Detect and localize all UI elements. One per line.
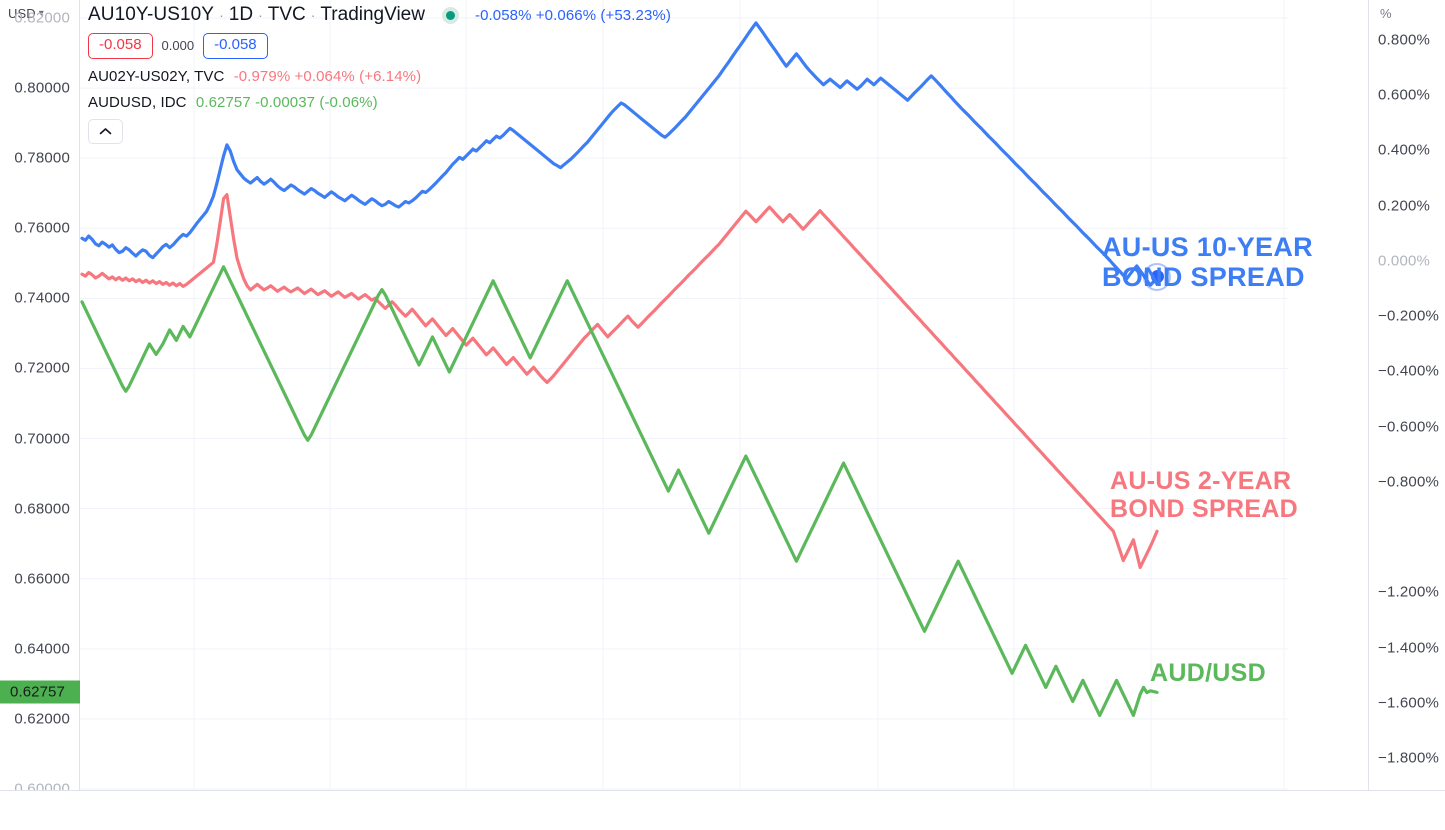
percent-tick-0.200%: 0.200%	[1378, 197, 1431, 215]
legend-ohlc-row: -0.058 0.000 -0.058	[88, 33, 671, 59]
ohlc-open-value: -0.058	[88, 33, 153, 59]
legend-separator-3: ·	[310, 7, 316, 23]
chart-legend: AU10Y-US10Y · 1D · TVC · TradingView -0.…	[88, 4, 671, 144]
percent-axis-right[interactable]: % 0.800% 0.600% 0.400% 0.200% 0.000% −0.200% −…	[1368, 0, 1445, 790]
price-tick-0.76000: 0.76000	[14, 219, 70, 237]
annotation-2y-spread: AU-US 2-YEAR BOND SPREAD	[1110, 467, 1299, 523]
percent-tick--0.200%: −0.200%	[1378, 307, 1440, 325]
percent-tick--0.600%: −0.600%	[1378, 418, 1440, 436]
currency-label: USD	[8, 6, 36, 21]
marker-halo-icon	[1143, 262, 1171, 291]
legend-primary-row[interactable]: AU10Y-US10Y · 1D · TVC · TradingView -0.…	[88, 4, 671, 26]
annotation-audusd: AUD/USD	[1150, 659, 1266, 687]
price-tick-0.80000: 0.80000	[14, 79, 70, 97]
market-status-dot-icon[interactable]	[441, 6, 459, 24]
percent-tick--0.400%: −0.400%	[1378, 362, 1440, 380]
price-tick-0.66000: 0.66000	[14, 570, 70, 588]
percent-tick--1.200%: −1.200%	[1378, 583, 1440, 601]
percent-tick--1.800%: −1.800%	[1378, 749, 1440, 767]
percent-tick-0.800%: 0.800%	[1378, 31, 1431, 49]
annotation-10y-spread: AU-US 10-YEAR BOND SPREAD	[1102, 232, 1313, 293]
legend-series-3-values: 0.62757 -0.00037 (-0.06%)	[195, 93, 378, 111]
price-tick-0.74000: 0.74000	[14, 289, 70, 307]
legend-interval[interactable]: 1D	[228, 4, 254, 25]
legend-separator-1: ·	[219, 7, 224, 23]
percent-axis-header: %	[1380, 6, 1392, 21]
price-axis-left[interactable]: USD ▾ 0.82000 0.80000 0.78000 0.76000 0.7400…	[0, 0, 80, 798]
time-axis[interactable]: SepNov2022MarMayJulSepNov2023Ma Z A	[0, 790, 1445, 830]
marker-dot-icon	[1150, 270, 1164, 284]
legend-series-2-name: AU02Y-US02Y, TVC	[88, 67, 225, 85]
percent-tick--1.600%: −1.600%	[1378, 694, 1440, 712]
legend-exchange[interactable]: TVC	[267, 4, 306, 25]
percent-tick--0.800%: −0.800%	[1378, 473, 1440, 491]
legend-source[interactable]: TradingView	[320, 4, 425, 25]
percent-tick-0.600%: 0.600%	[1378, 86, 1431, 104]
legend-collapse-button[interactable]	[88, 118, 123, 144]
audusd-price-badge: 0.62757	[0, 680, 80, 704]
legend-symbol[interactable]: AU10Y-US10Y	[88, 4, 215, 25]
ohlc-close-value: -0.058	[203, 33, 268, 59]
chevron-down-icon: ▾	[38, 7, 44, 19]
legend-separator-2: ·	[258, 7, 263, 23]
price-tick-0.72000: 0.72000	[14, 359, 70, 377]
legend-series-2[interactable]: AU02Y-US02Y, TVC -0.979% +0.064% (+6.14%…	[88, 68, 671, 85]
price-tick-0.68000: 0.68000	[14, 500, 70, 518]
currency-selector[interactable]: USD ▾	[8, 6, 44, 21]
price-tick-0.82000: 0.82000	[14, 9, 70, 27]
price-tick-0.70000: 0.70000	[14, 430, 70, 448]
legend-series-3[interactable]: AUDUSD, IDC 0.62757 -0.00037 (-0.06%)	[88, 94, 671, 111]
chevron-up-icon	[99, 127, 112, 134]
price-tick-0.64000: 0.64000	[14, 640, 70, 658]
ohlc-mid-value: 0.000	[161, 38, 195, 54]
legend-values: -0.058% +0.066% (+53.23%)	[474, 6, 671, 24]
price-tick-0.78000: 0.78000	[14, 149, 70, 167]
price-tick-0.62000: 0.62000	[14, 710, 70, 728]
legend-series-2-values: -0.979% +0.064% (+6.14%)	[233, 67, 422, 85]
percent-tick--1.400%: −1.400%	[1378, 639, 1440, 657]
legend-series-3-name: AUDUSD, IDC	[88, 93, 187, 111]
percent-tick-0.400%: 0.400%	[1378, 141, 1431, 159]
chart-plot-area[interactable]	[80, 0, 1368, 790]
percent-tick-0.000%: 0.000%	[1378, 252, 1431, 270]
